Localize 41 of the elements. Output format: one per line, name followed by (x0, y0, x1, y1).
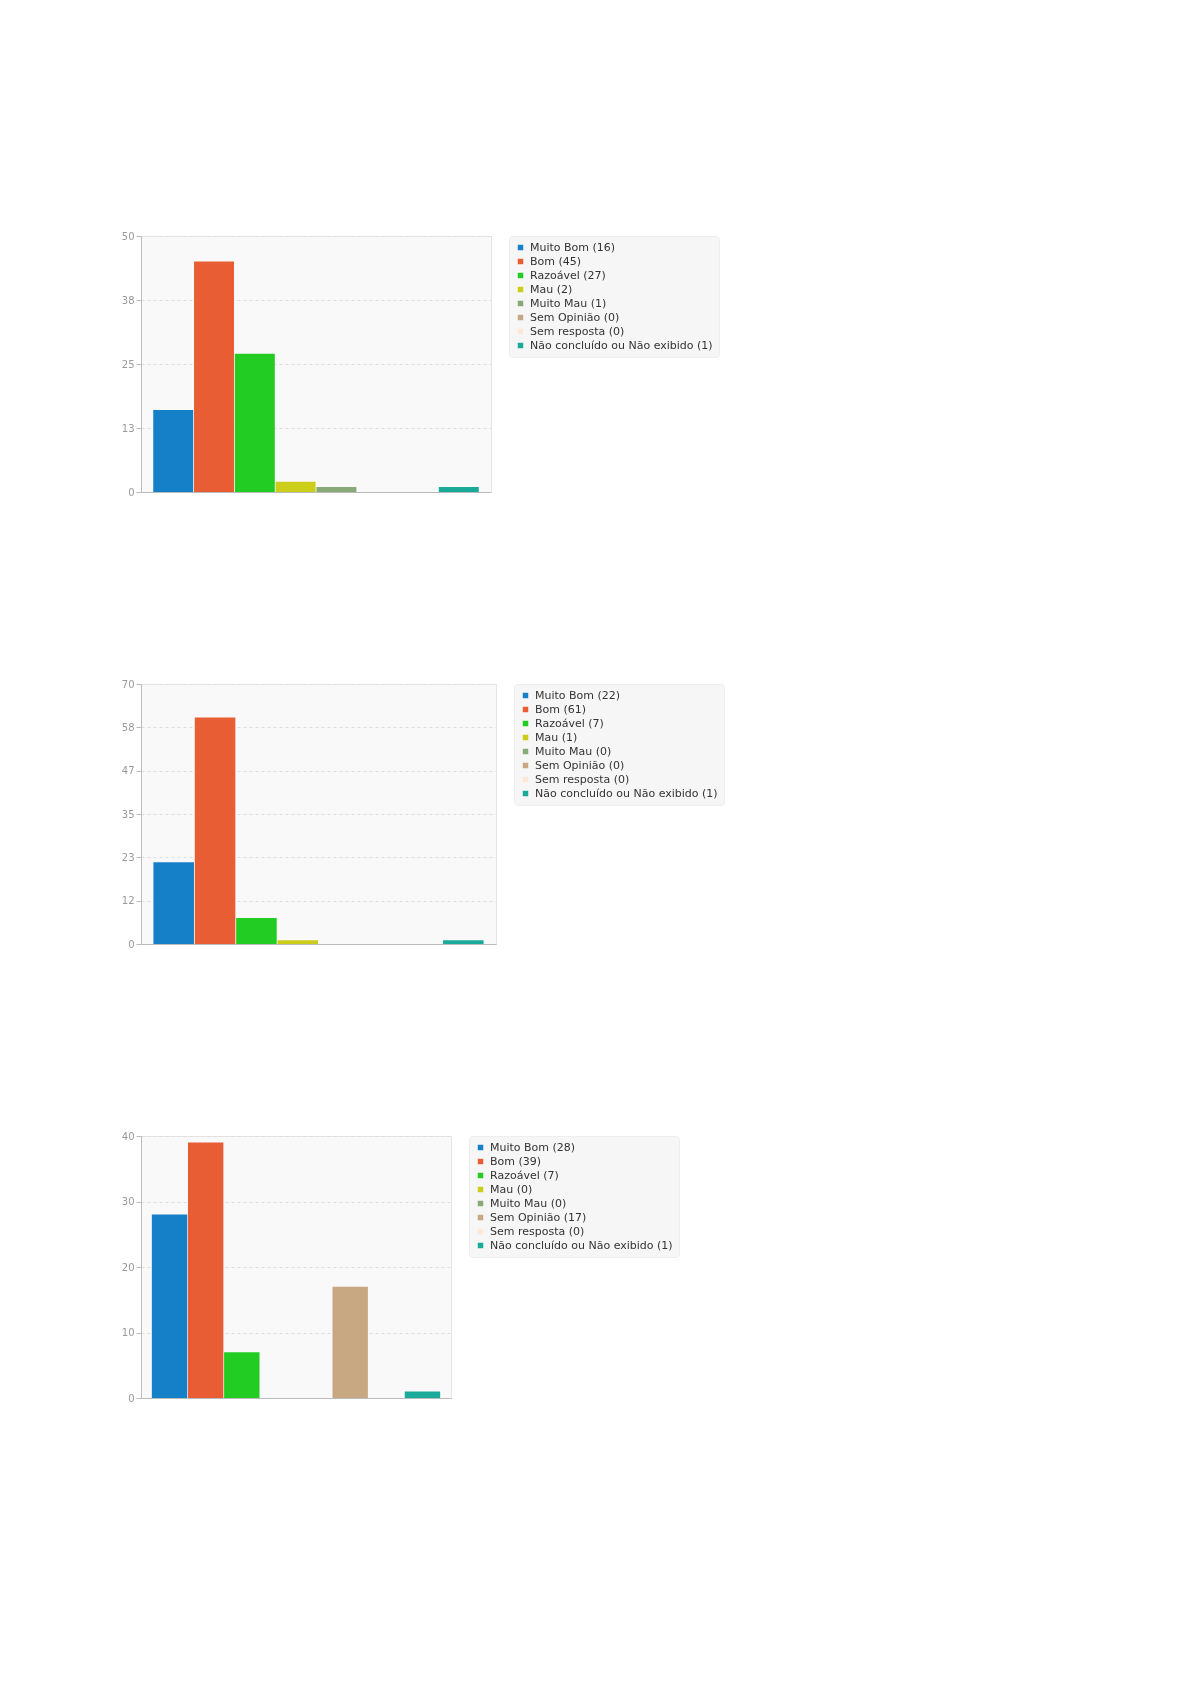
y-tick-label: 0 (128, 938, 135, 950)
legend-label: Muito Bom (16) (530, 240, 616, 254)
legend-label: Bom (39) (490, 1154, 542, 1168)
legend-label: Razoável (7) (535, 716, 604, 730)
y-tick-label: 30 (121, 1196, 135, 1207)
y-tick-label: 40 (121, 1130, 135, 1142)
y-tick-label: 25 (121, 358, 135, 370)
legend-label: Muito Bom (28) (490, 1140, 576, 1154)
legend-label: Razoável (7) (490, 1168, 559, 1182)
y-tick-label: 0 (128, 1392, 135, 1404)
legend-label: Não concluído ou Não exibido (1) (530, 338, 713, 352)
legend-label: Muito Bom (22) (535, 688, 621, 702)
y-tick-label: 58 (121, 721, 135, 733)
legend-label: Não concluído ou Não exibido (1) (535, 786, 718, 800)
y-tick-label: 12 (121, 895, 135, 907)
legend-label: Mau (0) (490, 1182, 533, 1196)
legend-label: Sem resposta (0) (530, 324, 625, 338)
legend-label: Muito Mau (0) (490, 1196, 567, 1210)
y-tick-label: 13 (121, 422, 135, 434)
y-tick-label: 70 (121, 678, 135, 690)
y-tick-label: 10 (121, 1327, 135, 1338)
y-tick-label: 0 (128, 486, 135, 498)
legend-label: Não concluído ou Não exibido (1) (490, 1238, 673, 1252)
legend-label: Mau (1) (535, 730, 578, 744)
legend-label: Sem resposta (0) (490, 1224, 585, 1238)
legend-label: Mau (2) (530, 282, 573, 296)
y-tick-label: 50 (121, 230, 135, 242)
y-tick-label: 20 (121, 1261, 135, 1273)
legend-label: Muito Mau (0) (535, 744, 612, 758)
legend-label: Sem Opinião (0) (530, 310, 620, 324)
y-tick-label: 35 (121, 808, 135, 820)
legend-label: Sem Opinião (0) (535, 758, 625, 772)
legend-label: Razoável (27) (530, 268, 606, 282)
legend-label: Muito Mau (1) (530, 296, 607, 310)
y-tick-label: 38 (121, 294, 135, 306)
legend-label: Sem resposta (0) (535, 772, 630, 786)
legend-label: Bom (45) (530, 254, 582, 268)
y-tick-label: 47 (121, 765, 135, 777)
legend-label: Bom (61) (535, 702, 587, 716)
legend-label: Sem Opinião (17) (490, 1210, 587, 1224)
y-tick-label: 23 (121, 851, 135, 863)
